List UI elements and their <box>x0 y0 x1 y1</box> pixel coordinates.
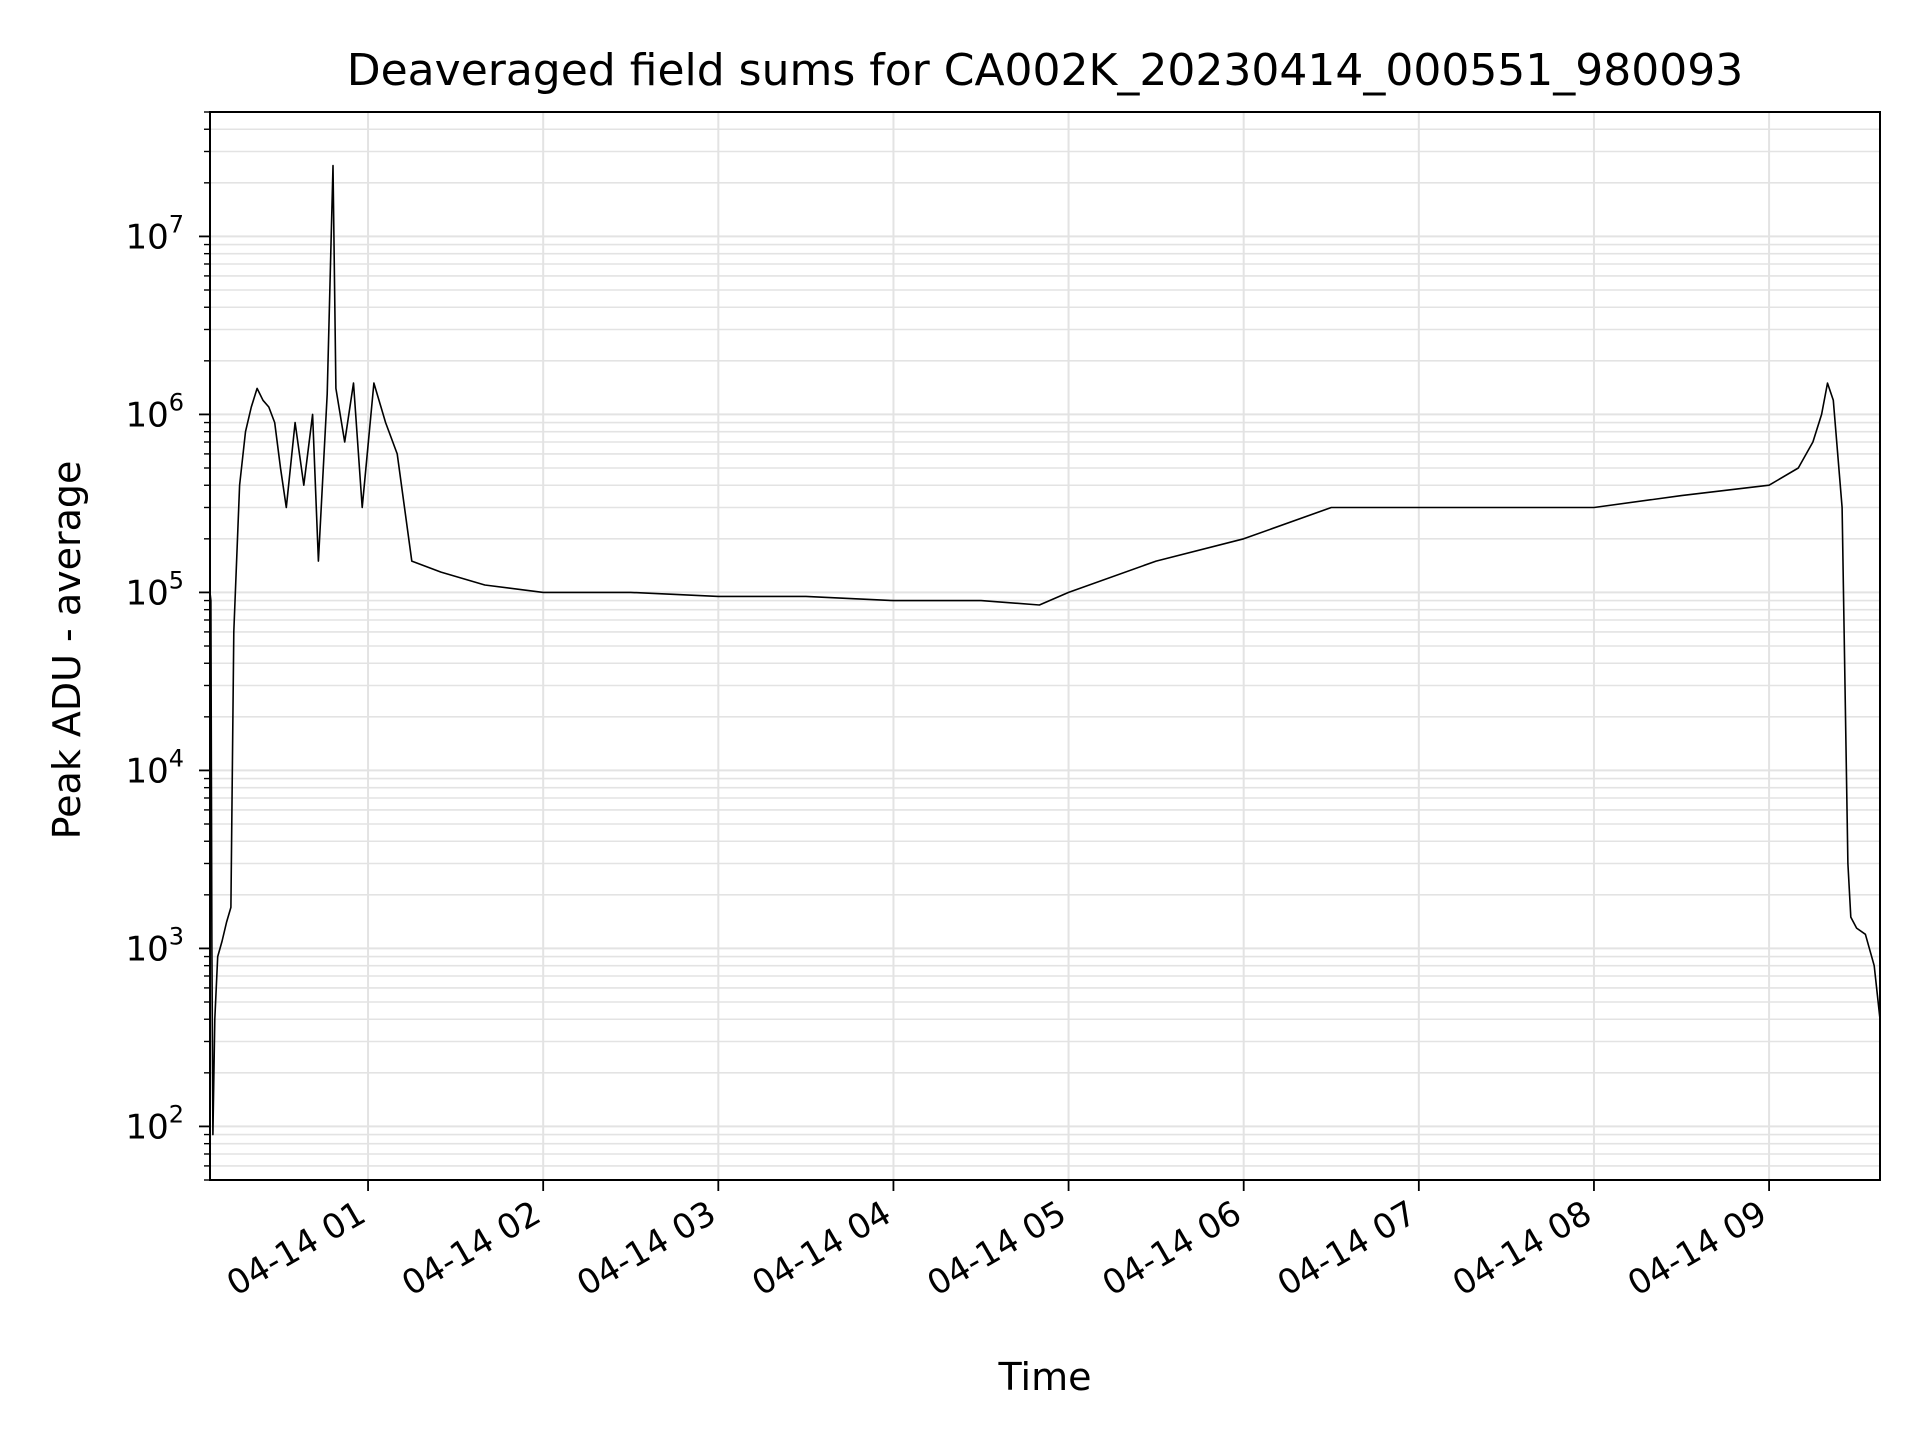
x-tick-label: 04-14 01 <box>220 1193 372 1304</box>
y-tick-label: 102 <box>125 1100 184 1147</box>
y-tick-label: 107 <box>125 210 184 257</box>
x-tick-label: 04-14 07 <box>1271 1193 1423 1304</box>
x-tick-label: 04-14 08 <box>1446 1193 1598 1304</box>
y-tick-label: 105 <box>125 566 184 613</box>
y-tick-label: 103 <box>125 922 184 969</box>
x-tick-label: 04-14 05 <box>921 1193 1073 1304</box>
y-ticks: 102 103 104 105 106 107 <box>125 111 210 1181</box>
x-tick-label: 04-14 04 <box>746 1193 898 1304</box>
series-line <box>209 164 1881 1136</box>
x-tick-label: 04-14 09 <box>1621 1193 1773 1304</box>
x-tick-label: 04-14 02 <box>395 1193 547 1304</box>
x-tick-label: 04-14 03 <box>570 1193 722 1304</box>
chart-title: Deaveraged field sums for CA002K_2023041… <box>347 45 1744 96</box>
series-group <box>209 164 1881 1136</box>
y-tick-label: 104 <box>125 744 184 791</box>
grid-lines <box>210 111 1880 1181</box>
x-ticks: 04-14 01 04-14 02 04-14 03 04-14 04 04-14 05… <box>220 1180 1774 1304</box>
x-axis-label: Time <box>998 1355 1092 1399</box>
x-tick-label: 04-14 06 <box>1096 1193 1248 1304</box>
y-tick-label: 106 <box>125 388 184 435</box>
y-axis-label: Peak ADU - average <box>45 461 89 840</box>
